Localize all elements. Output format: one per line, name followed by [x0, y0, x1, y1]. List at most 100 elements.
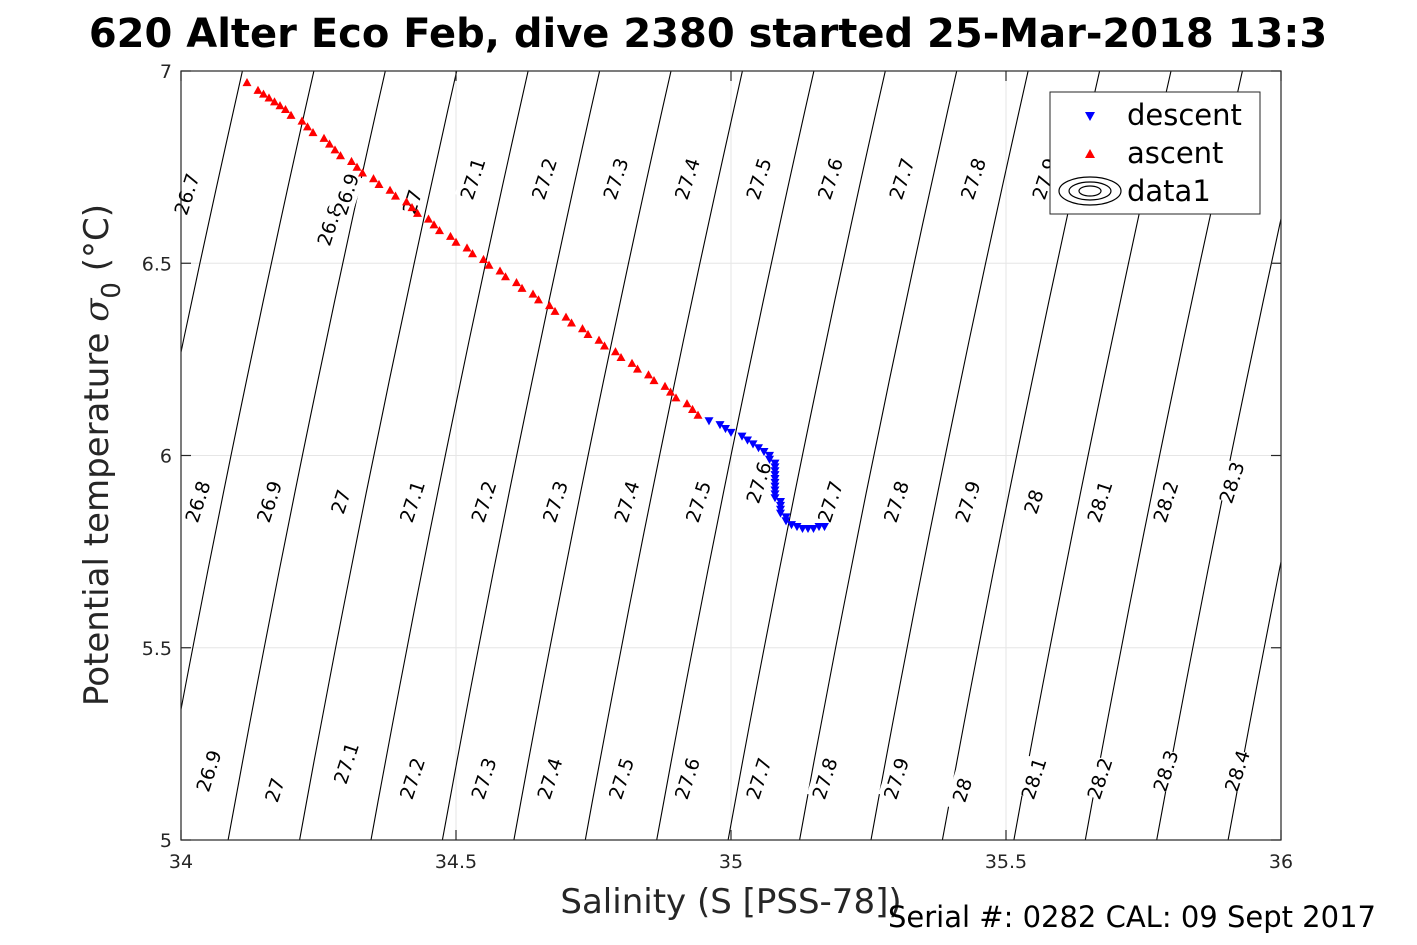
descent-point-8 — [759, 448, 769, 457]
ascent-point-54 — [660, 381, 670, 390]
contour-label-bg — [740, 755, 777, 802]
contour-label-bg — [1147, 478, 1184, 525]
ascent-point-8 — [297, 116, 307, 125]
legend-ascent-label: ascent — [1127, 136, 1223, 170]
contour-line-27-2 — [370, 71, 529, 840]
contour-line-28-3 — [1156, 216, 1281, 840]
ascent-point-25 — [424, 214, 433, 223]
descent-point-0 — [704, 417, 714, 426]
ascent-point-14 — [336, 151, 345, 160]
ascent-point-17 — [358, 168, 367, 177]
legend-descent-marker — [1085, 112, 1095, 121]
contour-label-bg — [603, 755, 639, 802]
y-axis-label-symbol: σ — [77, 298, 117, 322]
ascent-point-46 — [594, 335, 604, 344]
contour-label-bg — [1147, 748, 1184, 794]
contour-label-bg — [394, 755, 430, 802]
descent-point-33 — [820, 523, 829, 532]
ascent-point-48 — [611, 347, 620, 356]
ascent-point-30 — [462, 243, 472, 252]
contour-label-bg — [311, 202, 348, 248]
x-tick-label-0: 34 — [169, 851, 193, 873]
descent-point-31 — [809, 524, 818, 534]
ascent-point-26 — [429, 220, 439, 229]
x-tick-label-4: 36 — [1269, 851, 1293, 873]
contour-label-bg — [465, 478, 502, 525]
contour-line-27-5 — [584, 71, 743, 840]
y-axis-label-unit: (°C) — [77, 204, 117, 282]
contour-label-bg — [454, 155, 491, 202]
contour-label-bg — [465, 755, 502, 802]
ascent-point-37 — [517, 283, 527, 292]
ascent-point-27 — [435, 226, 444, 235]
ascent-point-13 — [330, 145, 340, 154]
contour-line-28-4 — [1227, 559, 1281, 840]
x-axis-ticks: 34 34.5 35 35.5 36 — [169, 71, 1293, 873]
ascent-point-3 — [264, 93, 274, 102]
descent-point-6 — [748, 440, 758, 449]
y-tick-label-4: 7 — [160, 61, 172, 83]
contour-label-bg — [190, 748, 227, 794]
ascent-point-0 — [242, 78, 252, 87]
contour-label-bg — [1015, 478, 1052, 525]
y-axis-ticks: 5 5.5 6 6.5 7 — [142, 61, 1281, 852]
descent-point-3 — [726, 428, 736, 437]
ascent-point-31 — [468, 249, 477, 258]
ascent-point-10 — [308, 128, 318, 137]
contour-label-bg — [883, 155, 920, 202]
contour-label-bg — [394, 478, 430, 525]
ascent-point-24 — [413, 208, 422, 217]
contour-label-bg — [328, 740, 364, 786]
x-tick-label-1: 34.5 — [435, 851, 477, 873]
descent-point-2 — [721, 424, 730, 434]
contour-line-27-1 — [299, 71, 458, 840]
contour-label-bg — [322, 478, 359, 525]
legend-box — [1049, 91, 1261, 215]
ascent-point-44 — [578, 324, 587, 333]
ascent-point-2 — [259, 89, 268, 98]
contour-label-bg — [669, 155, 705, 202]
descent-point-26 — [781, 517, 791, 526]
ascent-point-28 — [446, 231, 455, 240]
contour-line-27-9 — [870, 71, 1029, 840]
ascent-point-16 — [352, 162, 362, 171]
ascent-point-52 — [644, 370, 653, 379]
ascent-point-56 — [671, 393, 681, 402]
contour-line-27-3 — [441, 71, 601, 840]
data-series — [242, 78, 829, 534]
ascent-point-36 — [512, 277, 521, 287]
contour-label-bg — [256, 767, 293, 813]
ascent-point-53 — [649, 376, 659, 385]
ascent-point-55 — [666, 387, 675, 396]
contour-line-27-6 — [656, 71, 815, 840]
contour-label-bg — [168, 171, 205, 217]
contour-label-bg — [669, 755, 705, 802]
ascent-point-38 — [528, 289, 538, 298]
contour-label-bg — [1015, 755, 1052, 802]
contour-label-bg — [1081, 478, 1118, 525]
grid-lines — [181, 71, 1281, 840]
y-tick-label-0: 5 — [160, 830, 172, 852]
contour-label-bg — [740, 155, 777, 202]
contour-label-bg — [812, 478, 848, 525]
ascent-point-59 — [693, 410, 703, 419]
footer-serial-calibration: Serial #: 0282 CAL: 09 Sept 2017 — [888, 900, 1376, 934]
contour-label-bg — [531, 755, 568, 802]
contour-line-26-9 — [181, 71, 315, 713]
ascent-point-15 — [347, 156, 356, 165]
contour-label-bg — [537, 478, 573, 525]
contour-label-bg — [878, 755, 914, 802]
y-tick-label-3: 6.5 — [142, 253, 172, 275]
contour-label-bg — [878, 478, 914, 525]
contour-labels: 26.726.826.9 27 27.1 27.2 27.3 27.4 27.5 27.6 27… — [168, 155, 1255, 813]
ascent-point-11 — [319, 133, 329, 142]
ascent-point-42 — [561, 312, 571, 321]
ascent-point-22 — [402, 197, 411, 206]
legend-descent-label: descent — [1127, 98, 1242, 132]
chart-title: 620 Alter Eco Feb, dive 2380 started 25-… — [89, 11, 1327, 57]
ascent-point-19 — [374, 179, 384, 189]
ascent-point-6 — [281, 104, 290, 114]
ascent-point-23 — [407, 202, 417, 212]
y-axis-label-subscript: 0 — [97, 282, 127, 299]
y-tick-label-2: 6 — [160, 446, 172, 468]
